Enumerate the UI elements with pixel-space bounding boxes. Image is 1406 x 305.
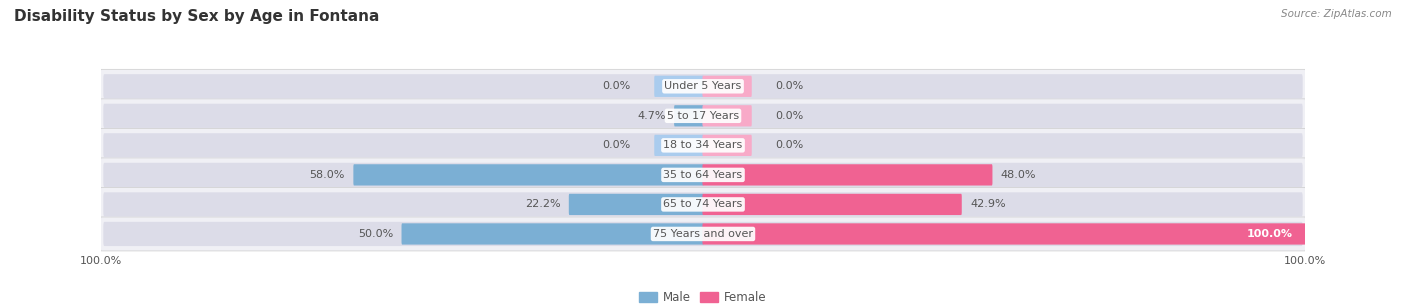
FancyBboxPatch shape	[103, 192, 704, 217]
Text: 58.0%: 58.0%	[309, 170, 344, 180]
FancyBboxPatch shape	[702, 192, 1303, 217]
FancyBboxPatch shape	[703, 105, 752, 127]
Text: 0.0%: 0.0%	[603, 81, 631, 91]
Text: 0.0%: 0.0%	[775, 140, 803, 150]
Text: 65 to 74 Years: 65 to 74 Years	[664, 199, 742, 210]
Text: Source: ZipAtlas.com: Source: ZipAtlas.com	[1281, 9, 1392, 19]
FancyBboxPatch shape	[100, 158, 1306, 192]
FancyBboxPatch shape	[103, 222, 704, 246]
Text: 4.7%: 4.7%	[637, 111, 665, 121]
FancyBboxPatch shape	[402, 223, 703, 245]
FancyBboxPatch shape	[654, 135, 703, 156]
Text: 0.0%: 0.0%	[603, 140, 631, 150]
Text: 35 to 64 Years: 35 to 64 Years	[664, 170, 742, 180]
FancyBboxPatch shape	[702, 74, 1303, 99]
FancyBboxPatch shape	[353, 164, 703, 185]
Text: 0.0%: 0.0%	[775, 81, 803, 91]
FancyBboxPatch shape	[703, 135, 752, 156]
FancyBboxPatch shape	[103, 104, 704, 128]
Text: Under 5 Years: Under 5 Years	[665, 81, 741, 91]
Text: 100.0%: 100.0%	[1247, 229, 1292, 239]
Text: 75 Years and over: 75 Years and over	[652, 229, 754, 239]
FancyBboxPatch shape	[703, 194, 962, 215]
Legend: Male, Female: Male, Female	[637, 289, 769, 305]
FancyBboxPatch shape	[569, 194, 703, 215]
Text: 18 to 34 Years: 18 to 34 Years	[664, 140, 742, 150]
FancyBboxPatch shape	[703, 164, 993, 185]
FancyBboxPatch shape	[673, 105, 703, 127]
FancyBboxPatch shape	[103, 133, 704, 157]
FancyBboxPatch shape	[654, 76, 703, 97]
Text: 42.9%: 42.9%	[970, 199, 1005, 210]
FancyBboxPatch shape	[100, 217, 1306, 251]
FancyBboxPatch shape	[103, 163, 704, 187]
FancyBboxPatch shape	[703, 223, 1305, 245]
FancyBboxPatch shape	[702, 104, 1303, 128]
FancyBboxPatch shape	[703, 76, 752, 97]
Text: 0.0%: 0.0%	[775, 111, 803, 121]
Text: Disability Status by Sex by Age in Fontana: Disability Status by Sex by Age in Fonta…	[14, 9, 380, 24]
Text: 48.0%: 48.0%	[1001, 170, 1036, 180]
FancyBboxPatch shape	[702, 133, 1303, 157]
FancyBboxPatch shape	[100, 69, 1306, 103]
FancyBboxPatch shape	[103, 74, 704, 99]
FancyBboxPatch shape	[100, 99, 1306, 133]
Text: 50.0%: 50.0%	[359, 229, 394, 239]
FancyBboxPatch shape	[100, 128, 1306, 162]
Text: 22.2%: 22.2%	[524, 199, 561, 210]
FancyBboxPatch shape	[702, 222, 1303, 246]
FancyBboxPatch shape	[100, 188, 1306, 221]
FancyBboxPatch shape	[702, 163, 1303, 187]
Text: 5 to 17 Years: 5 to 17 Years	[666, 111, 740, 121]
